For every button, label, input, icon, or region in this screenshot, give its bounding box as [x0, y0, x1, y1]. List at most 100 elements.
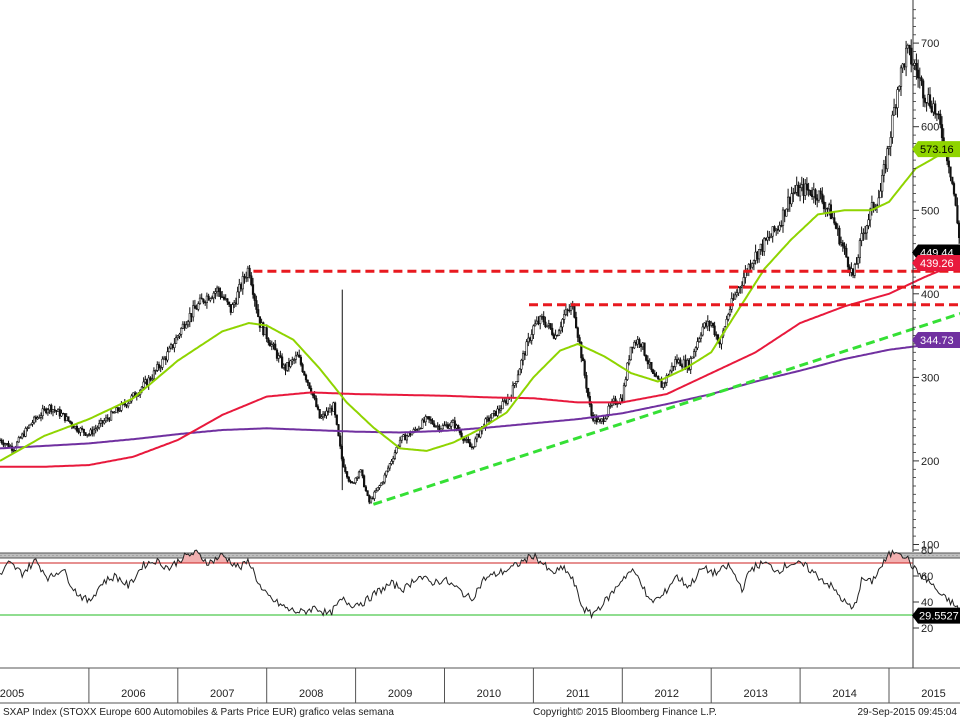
price-candle [788, 196, 791, 205]
price-candle [168, 347, 171, 353]
price-candle [118, 410, 121, 412]
price-tick-label: 400 [921, 289, 939, 301]
rsi-overbought-area [883, 550, 910, 563]
price-candle [205, 295, 209, 304]
price-candle [41, 408, 44, 416]
price-candle [523, 353, 526, 356]
ma-short-line [0, 148, 960, 462]
price-candle [867, 219, 870, 227]
price-candle [798, 187, 802, 197]
price-candle [756, 251, 759, 260]
price-candle [831, 217, 834, 220]
price-candle [74, 425, 77, 429]
price-candle [846, 256, 850, 268]
price-candle [600, 418, 603, 422]
price-candle [527, 337, 530, 343]
price-candle [299, 356, 303, 365]
rsi-overbought-area [34, 559, 36, 563]
price-candle [351, 481, 354, 484]
price-candle [103, 420, 106, 424]
price-candle [128, 400, 132, 404]
price-candle [335, 414, 338, 425]
price-candle [342, 458, 345, 468]
price-candle [472, 446, 475, 448]
price-candle [651, 369, 655, 374]
price-candle [347, 476, 350, 482]
price-candle [817, 190, 820, 201]
price-candle [501, 401, 504, 410]
price-candle [364, 486, 368, 491]
price-candle [694, 347, 697, 352]
price-candle [925, 102, 928, 104]
price-candle [696, 341, 699, 349]
price-tick-label: 200 [921, 456, 939, 468]
price-candle [559, 326, 562, 332]
price-candle [604, 418, 607, 422]
price-candle [597, 419, 600, 423]
price-candle [282, 364, 285, 368]
price-candle [819, 190, 822, 195]
price-candle [629, 346, 632, 361]
price-candle [92, 429, 96, 435]
price-candle [869, 208, 872, 221]
price-candle [301, 364, 304, 372]
price-candle [715, 334, 718, 336]
price-candle [63, 413, 67, 421]
price-candle [86, 434, 89, 436]
price-candle [443, 424, 446, 427]
price-candle [479, 430, 482, 438]
price-candle [308, 382, 311, 389]
price-candle [706, 320, 709, 327]
price-candle [98, 423, 101, 428]
price-candle [366, 490, 369, 496]
price-candle [928, 94, 932, 107]
price-candle [250, 275, 253, 285]
price-candle [870, 202, 873, 210]
price-candle [433, 423, 436, 427]
price-candle [520, 359, 523, 370]
price-candle [429, 419, 432, 421]
footer: SXAP Index (STOXX Europe 600 Automobiles… [3, 707, 957, 718]
price-candle [258, 316, 262, 328]
price-candle [157, 364, 161, 369]
price-candle [511, 384, 514, 399]
price-candle [704, 322, 708, 327]
price-candle [627, 359, 631, 364]
price-candle [291, 359, 294, 362]
price-candle [477, 434, 480, 438]
year-label: 2011 [566, 688, 590, 700]
price-candle [727, 314, 730, 320]
price-candle [824, 207, 827, 210]
price-candle [240, 284, 243, 290]
price-candle [279, 355, 282, 358]
price-candle [221, 296, 224, 298]
price-candle [48, 404, 51, 411]
price-candle [947, 160, 950, 168]
year-label: 2012 [655, 688, 679, 700]
price-candle [934, 103, 937, 115]
value-tag-label: 573.16 [920, 144, 954, 156]
price-candle [530, 334, 533, 341]
price-candle [424, 416, 427, 423]
price-candle [638, 339, 641, 345]
price-candle [930, 106, 933, 113]
price-candle [110, 411, 113, 421]
price-candle [164, 357, 167, 361]
price-candle [475, 434, 479, 440]
price-candle [321, 413, 325, 418]
price-candle [46, 409, 49, 414]
price-axis: 100 200 300 400 500 600 700 [913, 9, 939, 552]
price-candle [679, 359, 682, 367]
price-candle [268, 342, 272, 347]
price-candle [781, 209, 785, 226]
price-candle [698, 338, 701, 342]
price-candle [381, 481, 385, 484]
price-candle [446, 424, 450, 429]
price-candle [192, 305, 195, 318]
price-candle [653, 373, 656, 377]
panel-separator [0, 552, 960, 559]
price-candle [33, 416, 36, 423]
price-candle [395, 446, 398, 453]
price-candle [797, 184, 800, 197]
price-candle [26, 427, 29, 429]
